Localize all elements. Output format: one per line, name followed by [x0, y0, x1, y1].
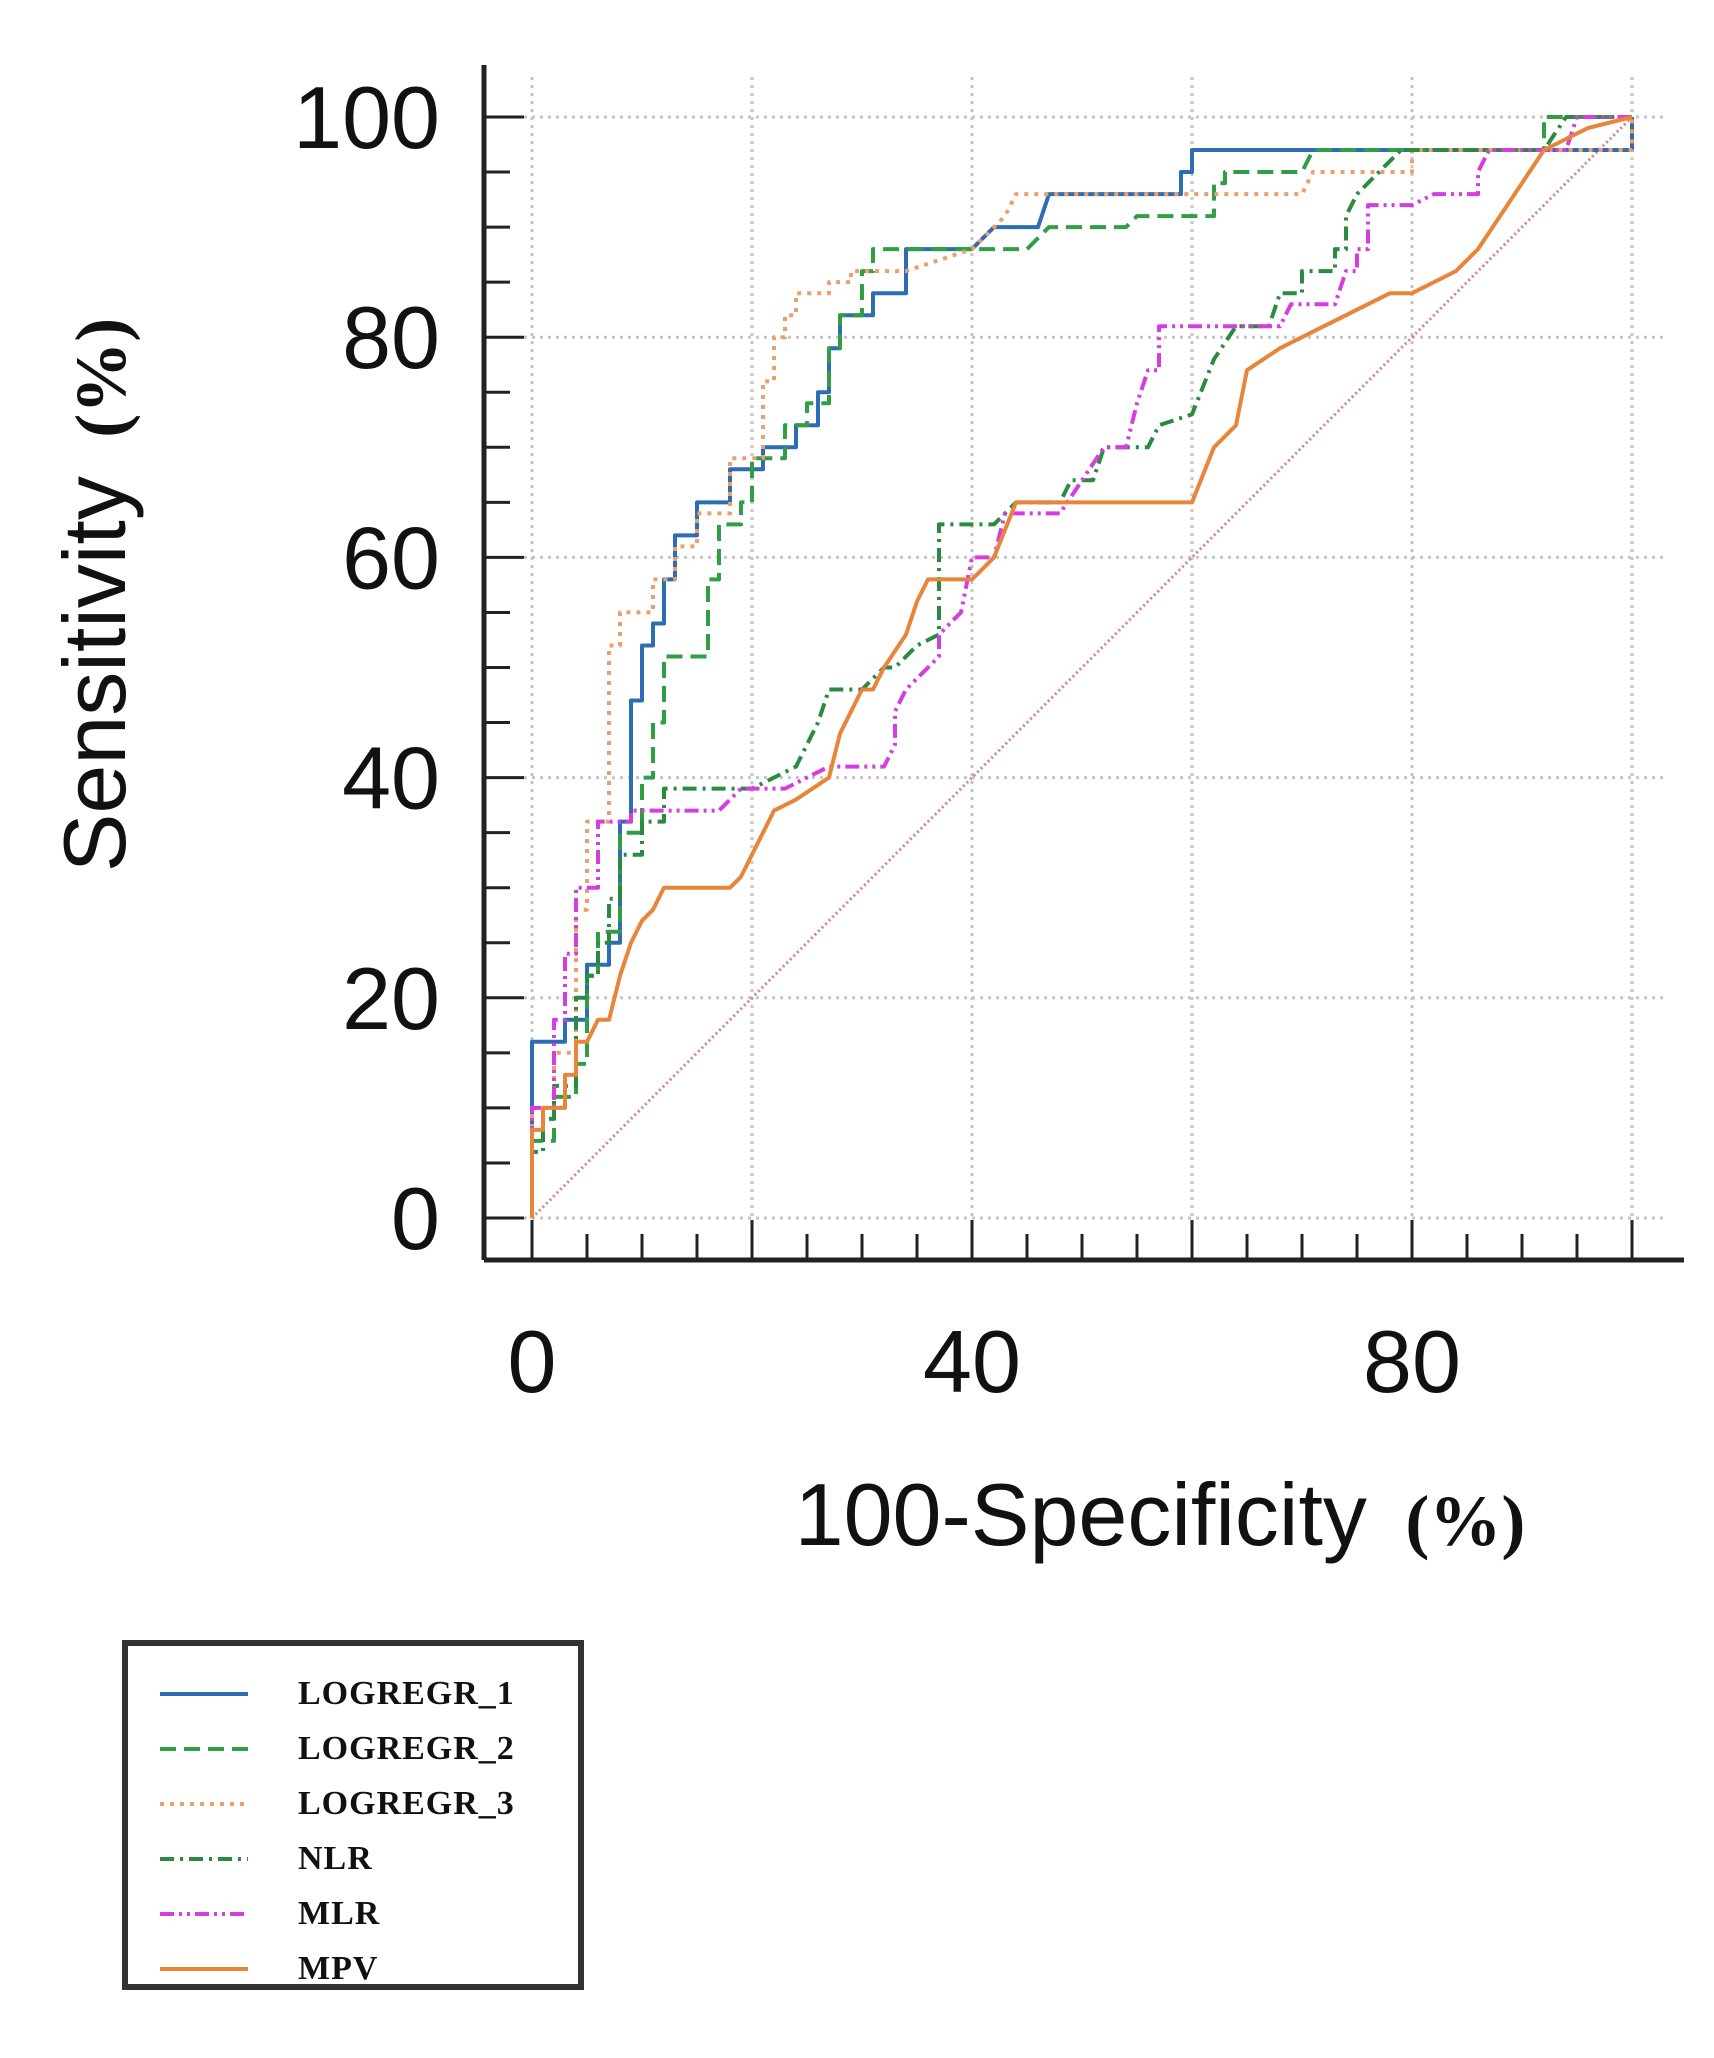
series-group	[530, 115, 1634, 1218]
y-tick-label-80: 80	[342, 288, 440, 387]
roc-chart: 0 20 40 60 80 100 0 40 80 Sensitivity (%) 100-S…	[45, 65, 1684, 1564]
series-line-nlr	[530, 115, 1632, 1218]
series-line-mpv	[530, 115, 1633, 1218]
x-tick-label-80: 80	[1363, 1312, 1461, 1411]
legend-label: LOGREGR_2	[298, 1730, 515, 1767]
y-tick-label-100: 100	[293, 68, 440, 167]
reference-diagonal-line	[530, 115, 1634, 1220]
y-tick-labels: 0 20 40 60 80 100	[293, 68, 440, 1268]
legend-item-logregr-3: LOGREGR_3	[154, 1784, 515, 1824]
y-axis-unit: (%)	[61, 318, 141, 438]
legend-item-logregr-1: LOGREGR_1	[154, 1674, 515, 1714]
legend-swatch-mlr	[160, 1912, 248, 1916]
y-axis-title-text: Sensitivity	[45, 476, 144, 872]
legend-label: MPV	[298, 1950, 379, 1987]
minor-ticks	[484, 115, 1634, 1260]
legend-swatch-nlr	[160, 1857, 248, 1861]
x-tick-labels: 0 40 80	[508, 1312, 1461, 1411]
series-line-mlr	[530, 115, 1632, 1218]
legend-item-logregr-2: LOGREGR_2	[154, 1729, 515, 1769]
series-line-logregr-2	[530, 115, 1632, 1218]
x-axis-title-text: 100-Specificity	[795, 1465, 1367, 1564]
y-tick-label-20: 20	[342, 949, 440, 1048]
y-tick-label-60: 60	[342, 508, 440, 607]
reference-diagonal	[530, 115, 1634, 1220]
legend-item-nlr: NLR	[154, 1839, 373, 1879]
x-axis-title: 100-Specificity (%)	[795, 1465, 1526, 1564]
legend-swatch-logregr-3	[160, 1802, 248, 1806]
legend-label: NLR	[298, 1840, 373, 1877]
x-tick-label-40: 40	[923, 1312, 1021, 1411]
legend-swatch-logregr-1	[160, 1692, 248, 1696]
y-axis-title: Sensitivity (%)	[45, 318, 144, 873]
series-line-logregr-3	[530, 117, 1634, 1218]
y-tick-label-0: 0	[391, 1169, 440, 1268]
y-tick-label-40: 40	[342, 729, 440, 828]
legend-item-mpv: MPV	[154, 1949, 378, 1989]
legend-swatch-mpv	[160, 1967, 248, 1971]
series-line-logregr-1	[530, 117, 1634, 1218]
legend-label: MLR	[298, 1895, 381, 1932]
legend-item-mlr: MLR	[154, 1894, 380, 1934]
x-axis-unit: (%)	[1405, 1481, 1525, 1561]
legend: LOGREGR_1 LOGREGR_2 LOGREGR_3 NLR MLR MPV	[122, 1640, 584, 1990]
legend-swatch-logregr-2	[160, 1747, 248, 1751]
grid	[484, 77, 1667, 1260]
legend-label: LOGREGR_3	[298, 1785, 515, 1822]
x-tick-label-0: 0	[508, 1312, 557, 1411]
legend-label: LOGREGR_1	[298, 1675, 515, 1712]
